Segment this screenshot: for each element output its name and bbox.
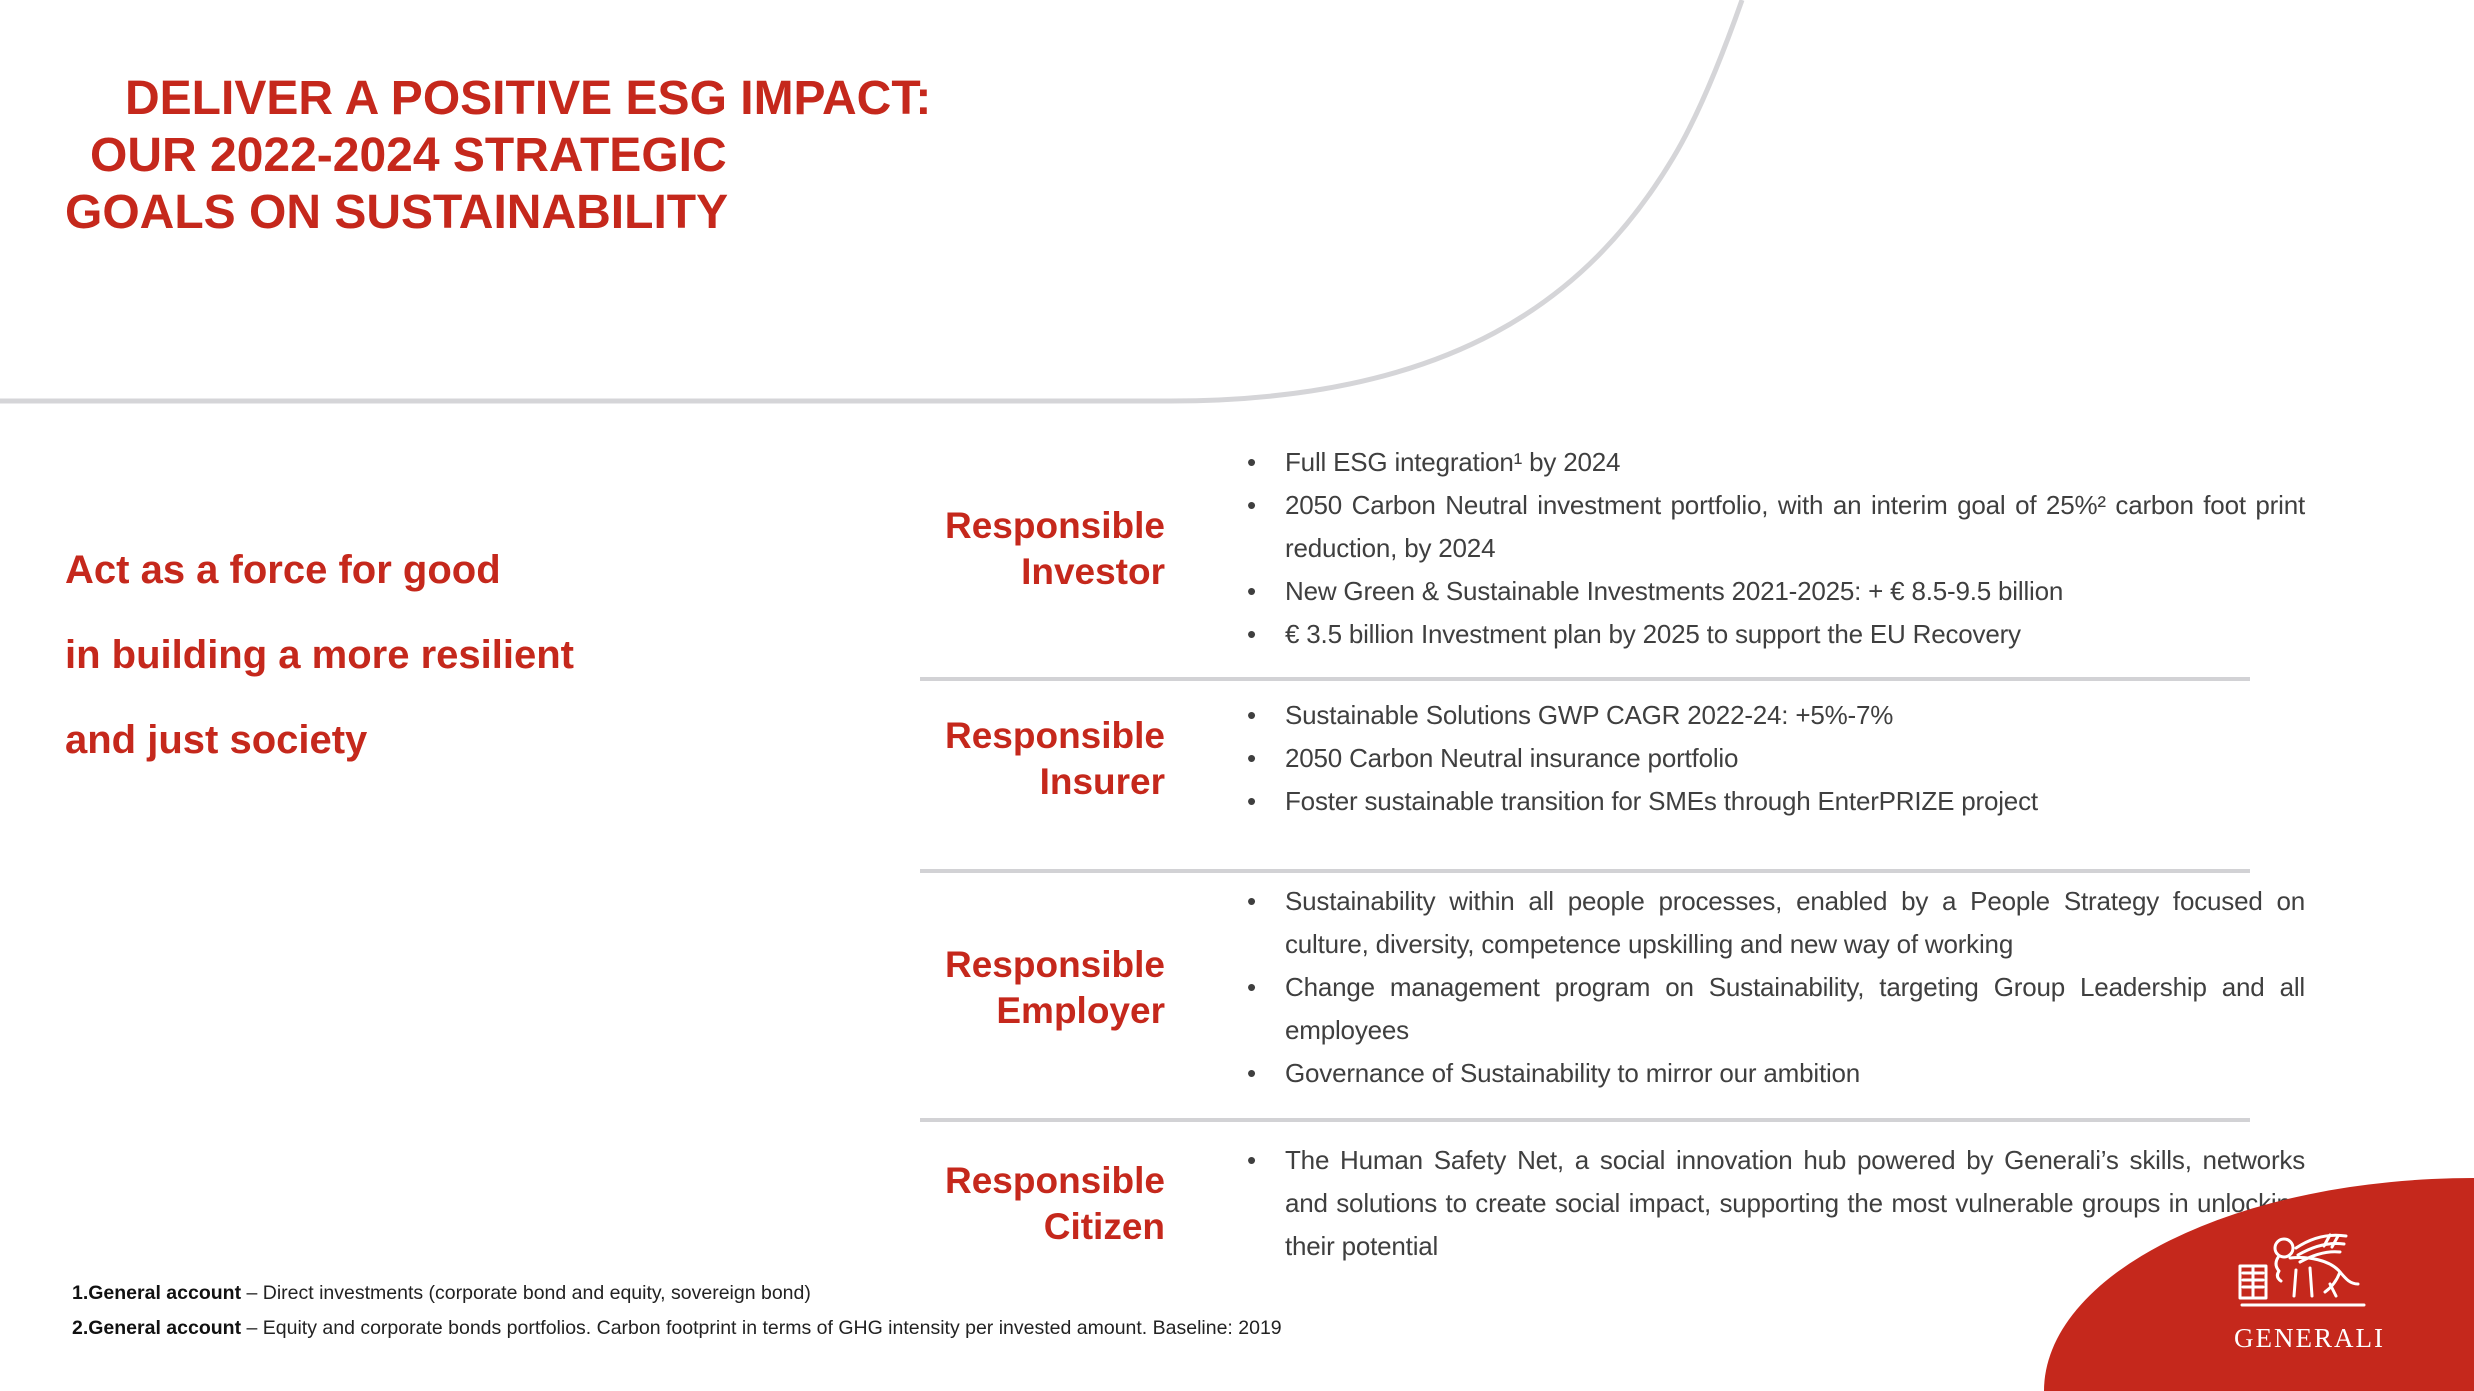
generali-logo: GENERALI bbox=[2234, 1226, 2385, 1354]
section-label-line: Responsible bbox=[945, 714, 1165, 756]
footnote-2: 2.General account – Equity and corporate… bbox=[72, 1318, 1282, 1339]
section-responsible-investor: Responsible Investor Full ESG integratio… bbox=[905, 441, 2305, 656]
title-line-3: GOALS ON SUSTAINABILITY bbox=[65, 186, 729, 239]
bullet-list: Sustainability within all people process… bbox=[1247, 880, 2305, 1095]
section-label: Responsible Investor bbox=[905, 503, 1165, 595]
generali-wordmark: GENERALI bbox=[2234, 1323, 2385, 1353]
bullet-item: € 3.5 billion Investment plan by 2025 to… bbox=[1247, 613, 2305, 656]
bullet-item: Foster sustainable transition for SMEs t… bbox=[1247, 780, 2305, 823]
section-divider bbox=[920, 1118, 2250, 1122]
footnote-1-term: 1.General account bbox=[72, 1282, 242, 1304]
generali-lion-icon bbox=[2238, 1233, 2366, 1307]
section-label-line: Insurer bbox=[1039, 760, 1165, 802]
section-label-line: Responsible bbox=[945, 943, 1165, 985]
statement-line-3: and just society bbox=[65, 718, 368, 762]
bullet-item: The Human Safety Net, a social innovatio… bbox=[1247, 1139, 2305, 1268]
bullet-item: New Green & Sustainable Investments 2021… bbox=[1247, 570, 2305, 613]
bullet-item: Sustainable Solutions GWP CAGR 2022-24: … bbox=[1247, 694, 2305, 737]
bullet-item: Governance of Sustainability to mirror o… bbox=[1247, 1052, 2305, 1095]
section-label-line: Responsible bbox=[945, 1159, 1165, 1201]
brand-corner: GENERALI bbox=[2044, 1178, 2474, 1391]
footnote-2-term: 2.General account bbox=[72, 1317, 242, 1339]
page-title: DELIVER A POSITIVE ESG IMPACT: OUR 2022-… bbox=[65, 70, 931, 241]
section-divider bbox=[920, 677, 2250, 681]
section-label-line: Responsible bbox=[945, 504, 1165, 546]
section-label-line: Citizen bbox=[1043, 1205, 1165, 1247]
mission-statement: Act as a force for good in building a mo… bbox=[65, 528, 574, 783]
section-divider bbox=[920, 869, 2250, 873]
section-responsible-insurer: Responsible Insurer Sustainable Solution… bbox=[905, 694, 2305, 823]
bullet-list: Full ESG integration¹ by 2024 2050 Carbo… bbox=[1247, 441, 2305, 656]
bullet-item: 2050 Carbon Neutral investment portfolio… bbox=[1247, 484, 2305, 570]
statement-line-2: in building a more resilient bbox=[65, 633, 574, 677]
statement-line-1: Act as a force for good bbox=[65, 548, 501, 592]
footnote-2-text: – Equity and corporate bonds portfolios.… bbox=[241, 1317, 1282, 1339]
footnote-1: 1.General account – Direct investments (… bbox=[72, 1283, 1282, 1304]
section-label: Responsible Insurer bbox=[905, 713, 1165, 805]
section-label: Responsible Employer bbox=[905, 942, 1165, 1034]
bullet-item: Change management program on Sustainabil… bbox=[1247, 966, 2305, 1052]
section-label-line: Investor bbox=[1021, 550, 1165, 592]
title-line-1: DELIVER A POSITIVE ESG IMPACT: bbox=[125, 72, 932, 125]
section-responsible-employer: Responsible Employer Sustainability with… bbox=[905, 880, 2305, 1095]
bullet-list: Sustainable Solutions GWP CAGR 2022-24: … bbox=[1247, 694, 2305, 823]
title-line-2: OUR 2022-2024 STRATEGIC bbox=[90, 129, 727, 182]
footnotes: 1.General account – Direct investments (… bbox=[72, 1283, 1282, 1353]
bullet-item: Full ESG integration¹ by 2024 bbox=[1247, 441, 2305, 484]
section-label: Responsible Citizen bbox=[905, 1158, 1165, 1250]
section-responsible-citizen: Responsible Citizen The Human Safety Net… bbox=[905, 1139, 2305, 1268]
section-label-line: Employer bbox=[996, 989, 1165, 1031]
bullet-item: Sustainability within all people process… bbox=[1247, 880, 2305, 966]
bullet-list: The Human Safety Net, a social innovatio… bbox=[1247, 1139, 2305, 1268]
footnote-1-text: – Direct investments (corporate bond and… bbox=[241, 1282, 811, 1304]
bullet-item: 2050 Carbon Neutral insurance portfolio bbox=[1247, 737, 2305, 780]
